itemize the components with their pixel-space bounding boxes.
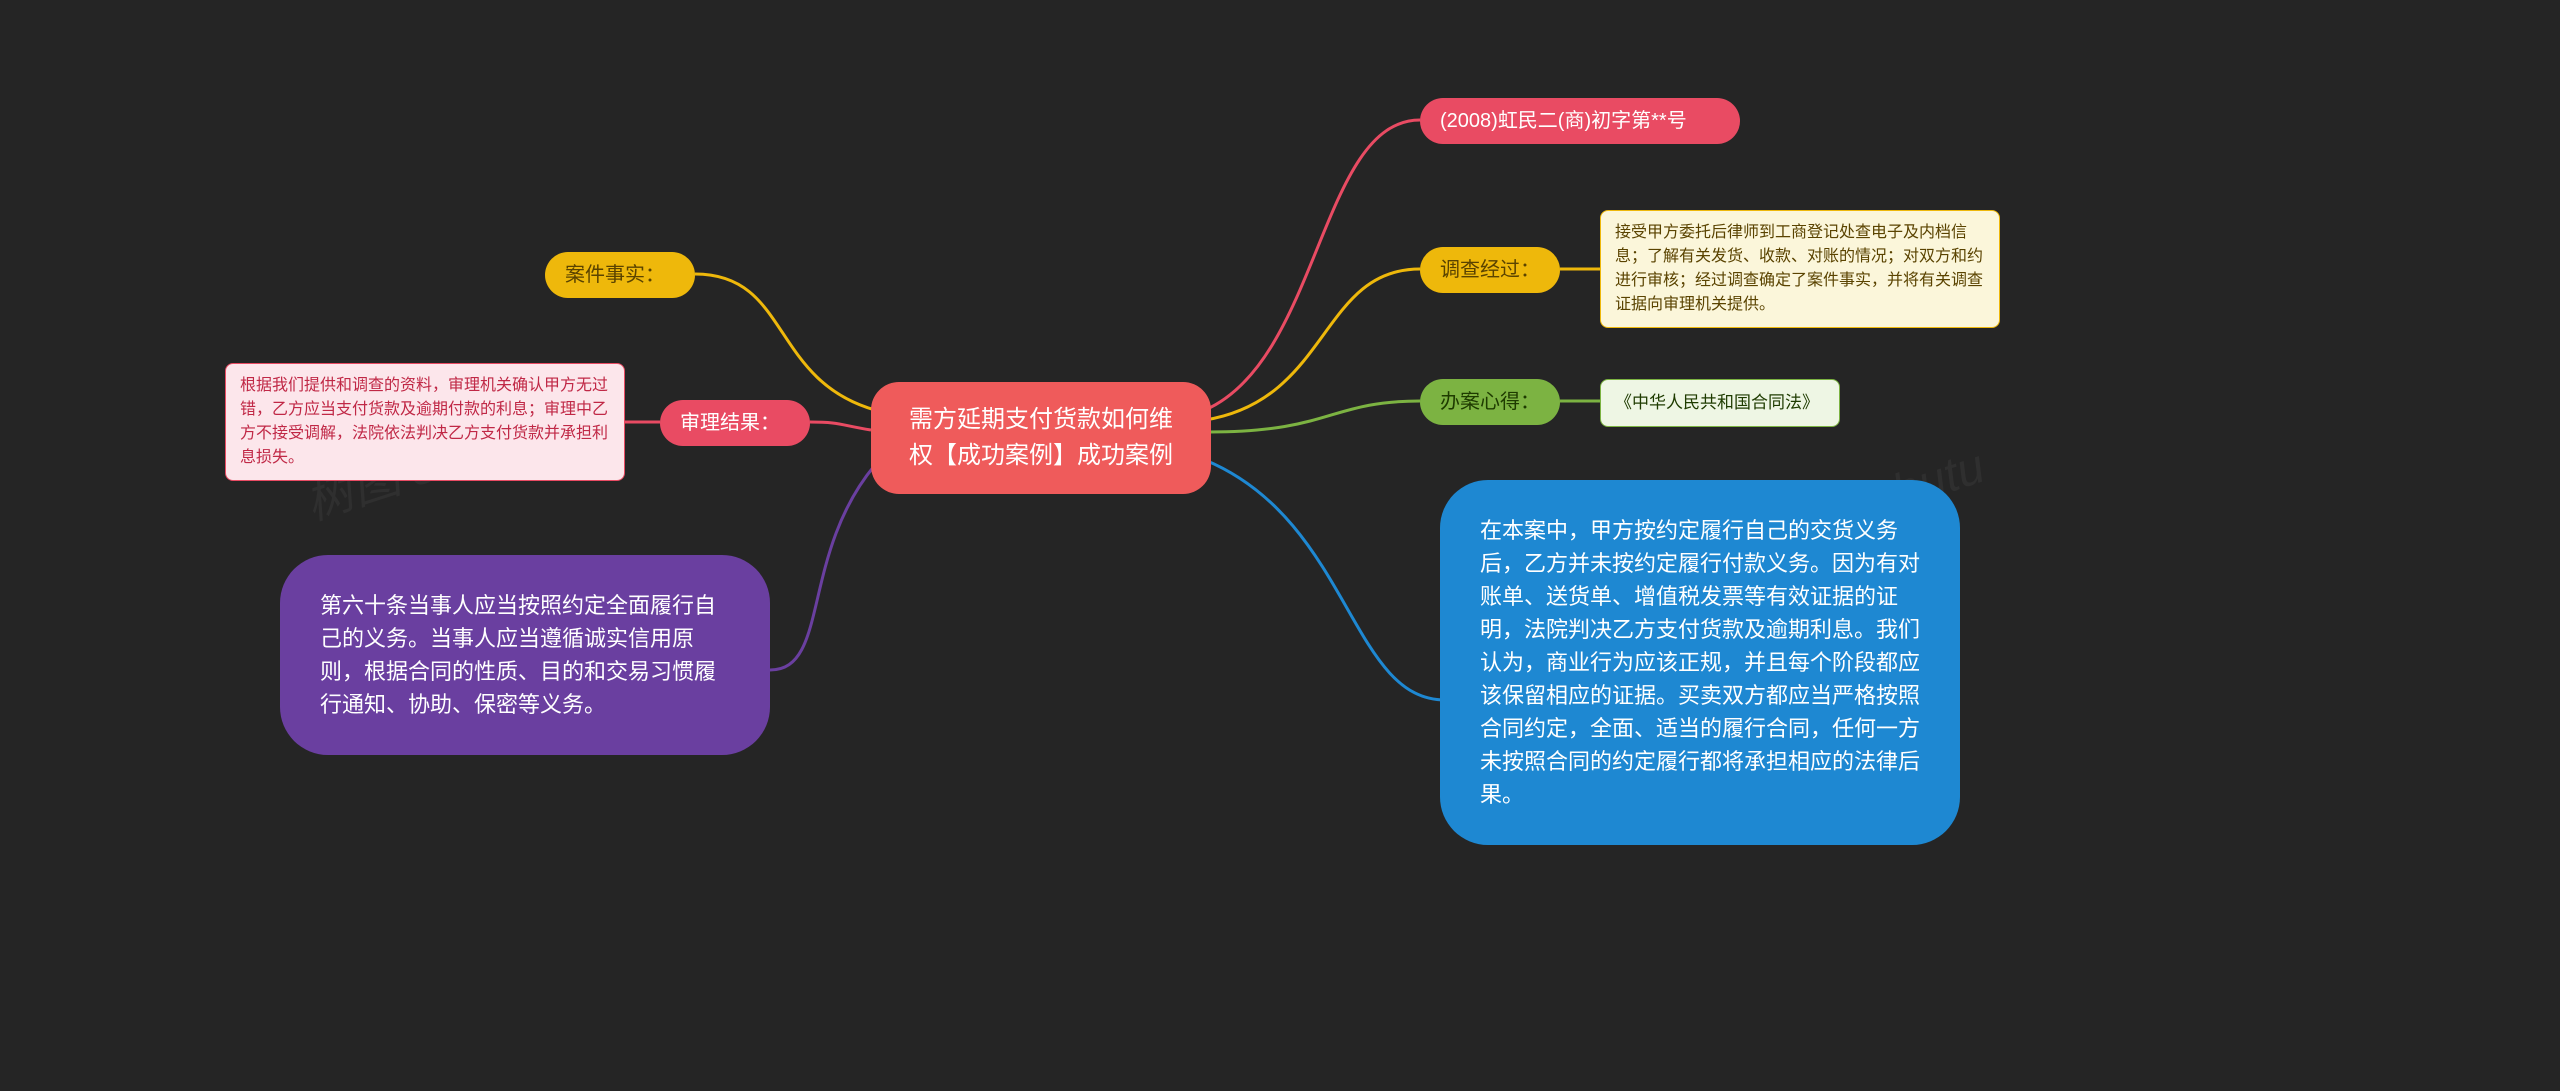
edge xyxy=(810,422,871,430)
edge xyxy=(1210,401,1420,432)
result-label-node[interactable]: 审理结果： xyxy=(660,400,810,446)
edge xyxy=(770,465,875,670)
edge xyxy=(1205,460,1445,700)
edge-layer xyxy=(0,0,2560,1091)
case-number-node[interactable]: (2008)虹民二(商)初字第**号 xyxy=(1420,98,1740,144)
blue-analysis-node[interactable]: 在本案中，甲方按约定履行自己的交货义务后，乙方并未按约定履行付款义务。因为有对账… xyxy=(1440,480,1960,845)
purple-article-node[interactable]: 第六十条当事人应当按照约定全面履行自己的义务。当事人应当遵循诚实信用原则，根据合… xyxy=(280,555,770,755)
lessons-label-node[interactable]: 办案心得： xyxy=(1420,379,1560,425)
investigation-label-node[interactable]: 调查经过： xyxy=(1420,247,1560,293)
edge xyxy=(695,274,875,410)
facts-label-node[interactable]: 案件事实： xyxy=(545,252,695,298)
investigation-detail-node[interactable]: 接受甲方委托后律师到工商登记处查电子及内档信息；了解有关发货、收款、对账的情况；… xyxy=(1600,210,2000,328)
result-detail-node[interactable]: 根据我们提供和调查的资料，审理机关确认甲方无过错，乙方应当支付货款及逾期付款的利… xyxy=(225,363,625,481)
lessons-detail-node[interactable]: 《中华人民共和国合同法》 xyxy=(1600,379,1840,427)
root-node[interactable]: 需方延期支付货款如何维 权【成功案例】成功案例 xyxy=(871,382,1211,494)
edge xyxy=(1205,269,1420,420)
edge xyxy=(1205,120,1420,410)
